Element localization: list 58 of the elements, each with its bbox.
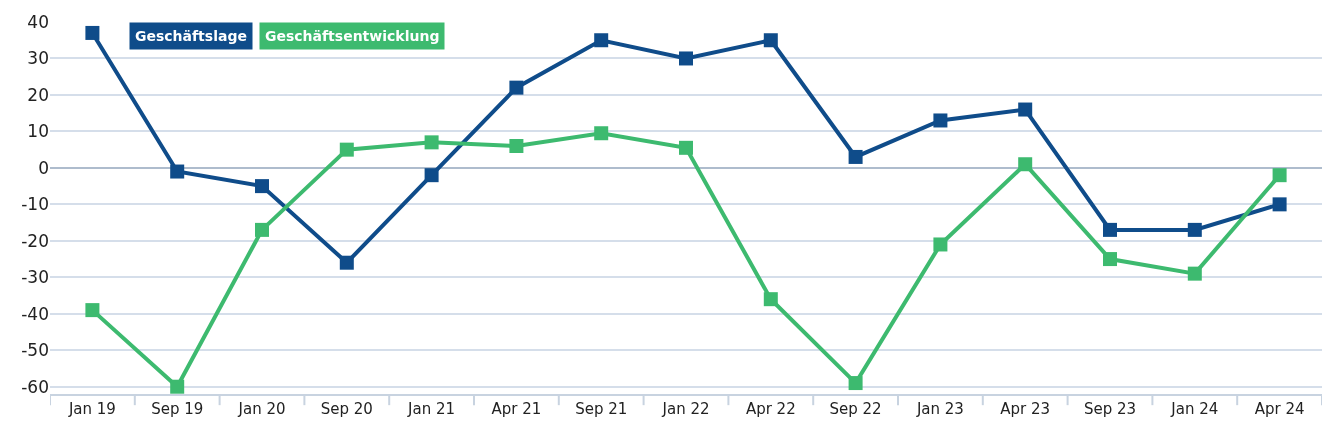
point <box>424 135 439 150</box>
x-tick-label: Sep 23 <box>1083 400 1137 418</box>
point <box>424 168 439 183</box>
point <box>255 222 269 237</box>
y-tick-label: -50 <box>21 340 49 361</box>
point <box>1018 102 1033 117</box>
point <box>1187 266 1202 281</box>
point <box>255 179 269 194</box>
point <box>1187 222 1202 237</box>
point <box>85 303 100 318</box>
text: Geschäftslage <box>135 28 247 44</box>
x-tick-label: Sep 22 <box>829 400 882 418</box>
point <box>933 237 948 252</box>
point <box>763 33 778 48</box>
y-tick-label: -20 <box>21 230 49 251</box>
y-tick-label: 10 <box>27 121 49 142</box>
x-tick-label: Sep 19 <box>151 400 204 418</box>
point <box>933 113 948 128</box>
point <box>1272 197 1287 212</box>
x-tick-label: Jan 19 <box>67 400 116 418</box>
x-tick-label: Jan 20 <box>237 400 286 418</box>
point <box>509 139 524 153</box>
x-tick-label: Jan 24 <box>1170 400 1219 418</box>
point <box>1103 252 1117 267</box>
x-tick-label: Apr 23 <box>1000 400 1051 418</box>
point <box>848 376 863 391</box>
y-tick-label: 0 <box>38 157 49 178</box>
x-tick-label: Apr 22 <box>745 400 796 418</box>
y-tick-label: -10 <box>21 194 49 215</box>
x-tick-label: Sep 20 <box>320 400 373 418</box>
point <box>679 140 693 155</box>
point <box>339 255 354 270</box>
x-tick-label: Apr 21 <box>491 400 542 418</box>
point <box>763 292 778 307</box>
point <box>1018 157 1033 172</box>
point <box>679 51 693 66</box>
point <box>594 33 609 48</box>
y-tick-label: -60 <box>21 376 49 397</box>
y-tick-label: 30 <box>27 48 49 69</box>
point <box>1103 222 1117 237</box>
point <box>509 80 524 95</box>
y-tick-label: -40 <box>21 303 49 324</box>
y-tick-label: 40 <box>27 11 49 32</box>
text: Geschäftsentwicklung <box>265 28 440 44</box>
x-tick-label: Sep 21 <box>575 400 628 418</box>
point <box>848 149 863 164</box>
y-tick-label: 20 <box>27 84 49 105</box>
point <box>85 25 100 40</box>
x-tick-label: Apr 24 <box>1254 400 1305 418</box>
x-tick-label: Jan 22 <box>661 400 710 418</box>
point <box>170 379 185 394</box>
y-tick-label: -30 <box>21 267 49 288</box>
x-tick-label: Jan 21 <box>407 400 456 418</box>
point <box>170 164 185 179</box>
point <box>339 142 354 157</box>
point <box>594 126 609 141</box>
point <box>1272 168 1287 183</box>
x-tick-label: Jan 23 <box>915 400 964 418</box>
